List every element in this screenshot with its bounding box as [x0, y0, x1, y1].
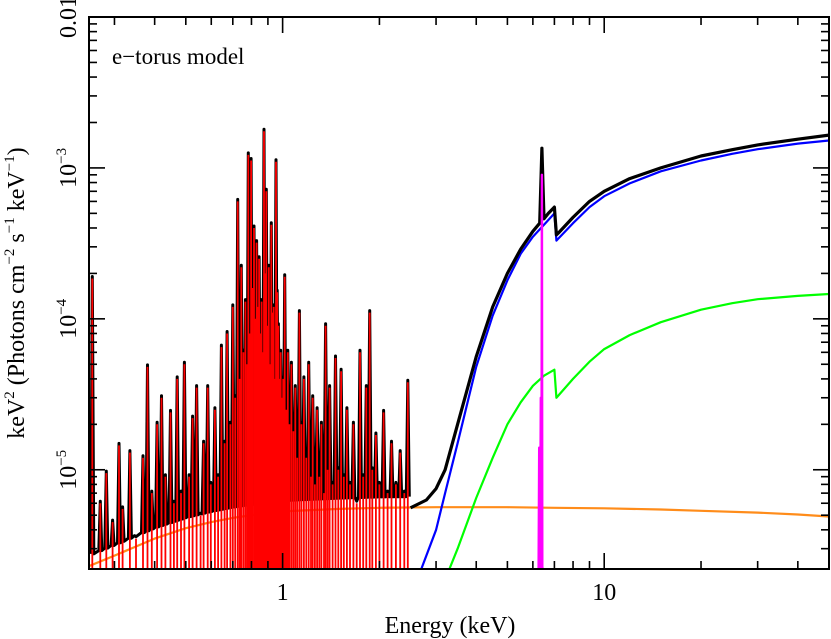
y-axis-label-sup: 2 — [2, 391, 18, 399]
y-axis-label-sup: −1 — [2, 217, 18, 233]
x-tick-label: 10 — [592, 580, 616, 606]
plot-frame — [88, 16, 830, 570]
y-tick-exponent: −3 — [54, 148, 70, 164]
y-tick-exponent: −4 — [54, 298, 70, 314]
series-absorbed-power-law — [420, 139, 829, 569]
y-tick-label: 10−4 — [54, 298, 82, 338]
y-axis-label-part: s — [4, 233, 30, 248]
x-tick-label: 1 — [277, 580, 289, 606]
y-tick-exponent: −5 — [54, 450, 70, 466]
y-axis-label-part: (Photons cm — [4, 264, 30, 391]
y-tick-base: 10 — [56, 164, 82, 188]
series-layer — [89, 127, 829, 569]
y-tick-label: 10−3 — [54, 148, 82, 188]
series-iron-line — [537, 173, 545, 569]
series-total — [409, 133, 829, 510]
x-axis-label: Energy (keV) — [385, 613, 516, 639]
chart-annotation: e−torus model — [112, 44, 244, 69]
y-axis-label-part: ) — [4, 147, 30, 155]
y-axis-label-part: keV — [4, 398, 30, 439]
y-tick-label: 0.01 — [56, 0, 82, 38]
y-axis-label-sup: −1 — [2, 155, 18, 171]
series-reflection — [448, 292, 829, 569]
y-tick-base: 10 — [56, 466, 82, 490]
y-axis-label: keV2 (Photons cm−2 s−1 keV−1) — [2, 147, 30, 438]
y-tick-label: 10−5 — [54, 450, 82, 490]
y-axis-label-sup: −2 — [2, 249, 18, 265]
y-axis-label-part: keV — [4, 171, 30, 218]
total-line-envelope — [89, 127, 411, 556]
y-tick-base: 10 — [56, 315, 82, 339]
